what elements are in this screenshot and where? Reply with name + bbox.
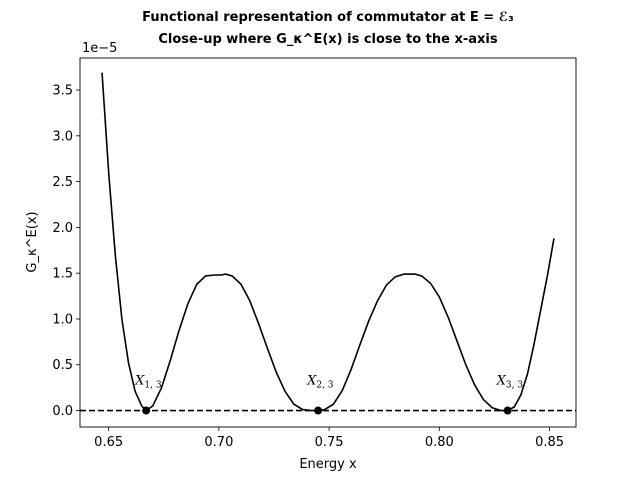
zero-point-annotation: X2, 3	[306, 374, 334, 391]
x-tick-label: 0.70	[204, 435, 233, 450]
y-tick-label: 0.0	[52, 404, 73, 419]
y-tick-label: 0.5	[52, 358, 73, 373]
y-tick-label: 1.5	[52, 267, 73, 282]
x-tick-label: 0.75	[315, 435, 344, 450]
plot-frame	[79, 57, 577, 428]
y-tick-label: 2.5	[52, 175, 73, 190]
zero-point-annotation: X3, 3	[496, 374, 524, 391]
y-tick-label: 2.0	[52, 221, 73, 236]
y-tick-label: 3.5	[52, 84, 73, 99]
y-scale-label: 1e−5	[82, 41, 117, 56]
curve-line	[101, 72, 555, 412]
zero-point-marker	[142, 406, 151, 415]
chart-subtitle: Close-up where G_κ^E(x) is close to the …	[158, 32, 498, 47]
x-tick-label: 0.80	[425, 435, 454, 450]
chart-title: Functional representation of commutator …	[142, 10, 514, 25]
x-tick-label: 0.65	[94, 435, 123, 450]
zero-point-marker	[314, 406, 323, 415]
x-axis-label: Energy x	[299, 457, 357, 472]
x-tick-label: 0.85	[535, 435, 564, 450]
zero-point-annotation: X1, 3	[134, 374, 162, 391]
y-tick-label: 3.0	[52, 129, 73, 144]
y-tick-label: 1.0	[52, 312, 73, 327]
zero-point-marker	[503, 406, 512, 415]
y-axis-label: G_κ^E(x)	[25, 211, 40, 272]
